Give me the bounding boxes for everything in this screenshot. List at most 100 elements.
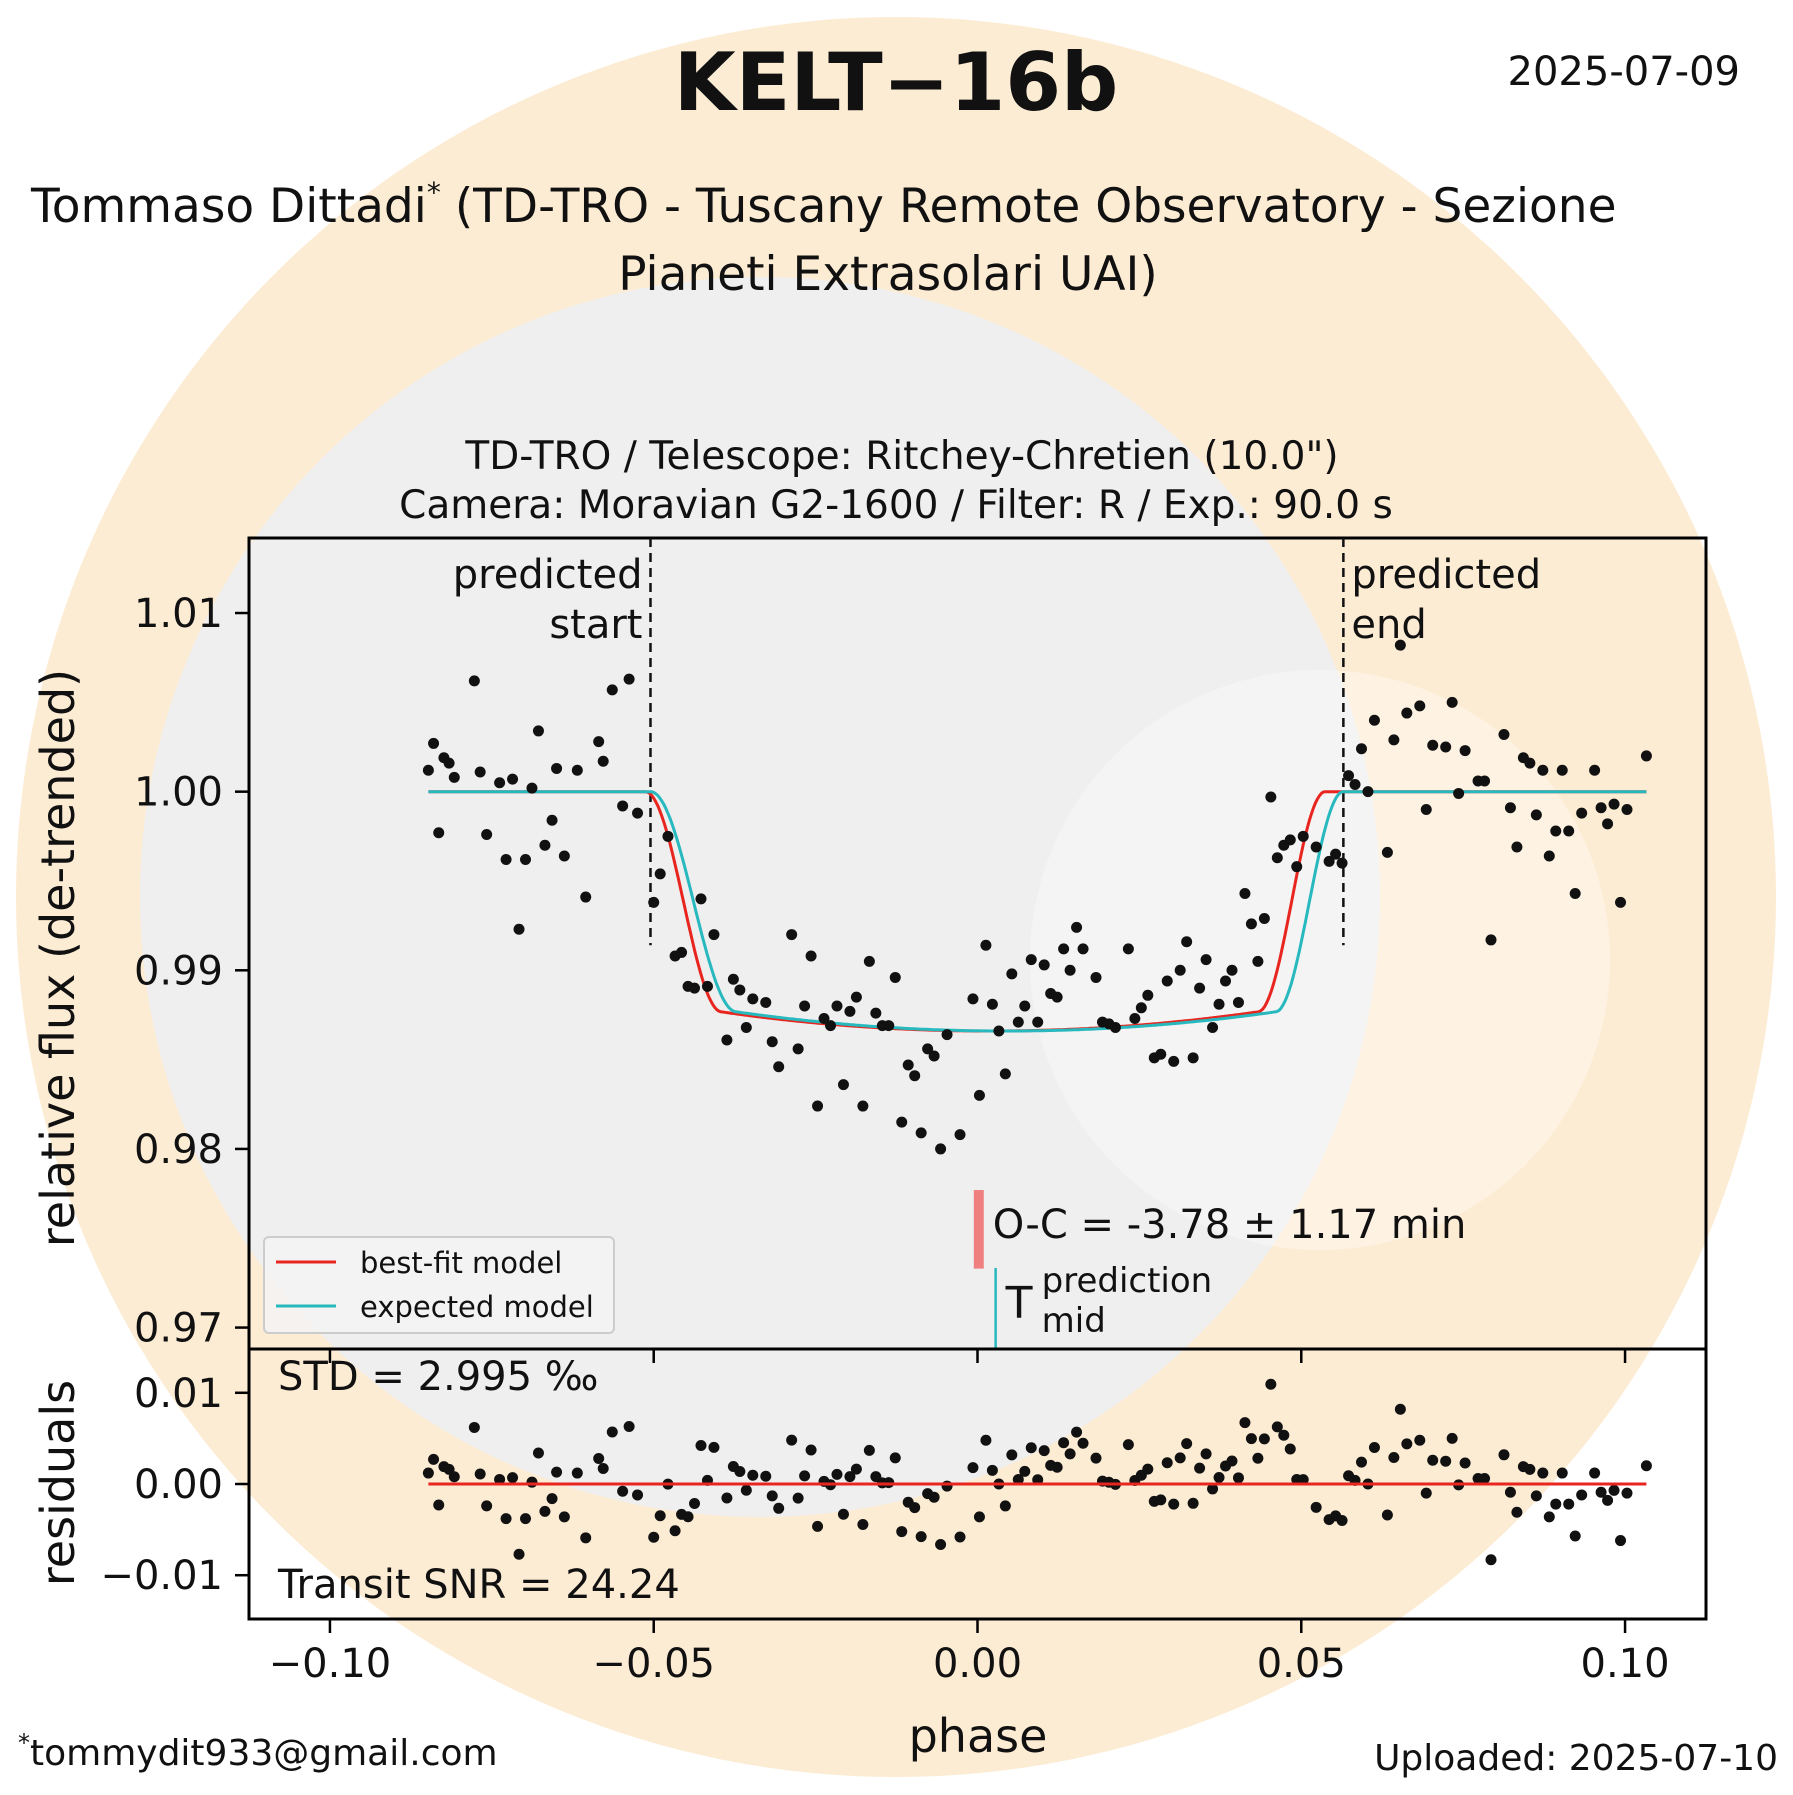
data-point: [597, 755, 609, 767]
data-point: [1239, 887, 1251, 899]
data-point: [1025, 954, 1037, 966]
residual-point: [1608, 1484, 1620, 1496]
data-point: [571, 764, 583, 776]
legend-entry-label: expected model: [360, 1290, 594, 1324]
data-point: [1200, 954, 1212, 966]
residual-point: [1394, 1403, 1406, 1415]
data-point: [786, 929, 798, 941]
data-point: [1064, 964, 1076, 976]
residual-point: [1168, 1498, 1180, 1510]
data-point: [1543, 850, 1555, 862]
residual-point: [1038, 1445, 1050, 1457]
residual-point: [532, 1447, 544, 1459]
data-point: [1446, 696, 1458, 708]
data-point: [676, 946, 688, 958]
residual-point: [1142, 1463, 1154, 1475]
residual-point: [1485, 1554, 1497, 1566]
residual-point: [973, 1511, 985, 1523]
std-label: STD = 2.995 ‰: [278, 1354, 598, 1400]
data-point: [747, 993, 759, 1005]
chart-title: KELT−16b: [674, 36, 1119, 129]
residual-point: [1245, 1433, 1257, 1445]
residual-point: [551, 1466, 563, 1478]
data-point: [1388, 734, 1400, 746]
residual-point: [632, 1489, 644, 1501]
residual-point: [539, 1505, 551, 1517]
observer-name: Tommaso Dittadi: [30, 179, 427, 234]
residual-point: [1576, 1489, 1588, 1501]
data-point: [1310, 841, 1322, 853]
residual-point: [915, 1531, 927, 1543]
residual-point: [1051, 1461, 1063, 1473]
x-tick-label: 0.00: [933, 1641, 1022, 1687]
data-point: [1401, 707, 1413, 719]
residual-point: [863, 1444, 875, 1456]
residual-point: [1181, 1438, 1193, 1450]
data-point: [818, 1013, 830, 1025]
data-point: [1330, 848, 1342, 860]
data-point: [805, 950, 817, 962]
data-point: [1006, 968, 1018, 980]
observer-line-1: Tommaso Dittadi* (TD-TRO - Tuscany Remote…: [30, 176, 1617, 234]
data-point: [689, 982, 701, 994]
data-point: [973, 1089, 985, 1101]
data-point: [831, 1000, 843, 1012]
data-point: [1524, 757, 1536, 769]
residual-point: [837, 1508, 849, 1520]
data-point: [1595, 802, 1607, 814]
residual-point: [1368, 1442, 1380, 1454]
residual-point: [1459, 1457, 1471, 1469]
residual-point: [740, 1484, 752, 1496]
data-point: [558, 850, 570, 862]
residual-point: [1504, 1486, 1516, 1498]
data-point: [1265, 791, 1277, 803]
predicted-end-label-2: end: [1351, 602, 1426, 648]
data-point: [1362, 786, 1374, 798]
residual-point: [850, 1463, 862, 1475]
data-point: [967, 993, 979, 1005]
data-point: [448, 771, 460, 783]
data-point: [1058, 943, 1070, 955]
residual-point: [1077, 1437, 1089, 1449]
data-point: [1427, 739, 1439, 751]
residual-point: [1498, 1449, 1510, 1461]
residual-point: [546, 1493, 558, 1505]
expected-model-line: [428, 790, 1647, 1033]
data-point: [1181, 936, 1193, 948]
residual-point: [1388, 1452, 1400, 1464]
data-point: [1323, 855, 1335, 867]
data-point: [980, 939, 992, 951]
data-point: [1174, 964, 1186, 976]
residual-point: [1356, 1456, 1368, 1468]
oc-marker-bar: [973, 1190, 984, 1269]
residual-point: [1530, 1490, 1542, 1502]
data-point: [1368, 714, 1380, 726]
residual-point: [812, 1520, 824, 1532]
data-point: [1207, 1021, 1219, 1033]
x-axis-label: phase: [909, 1709, 1048, 1763]
residual-point: [857, 1519, 869, 1531]
residual-point: [1401, 1438, 1413, 1450]
residual-point: [1310, 1501, 1322, 1513]
data-point: [701, 980, 713, 992]
residual-point: [1187, 1497, 1199, 1509]
residual-point: [1232, 1472, 1244, 1484]
residual-point: [1446, 1432, 1458, 1444]
residual-point: [623, 1421, 635, 1433]
data-point: [902, 1059, 914, 1071]
data-point: [1504, 802, 1516, 814]
data-point: [1271, 852, 1283, 864]
residual-point: [1640, 1460, 1652, 1472]
residual-point: [1025, 1442, 1037, 1454]
data-point: [1213, 998, 1225, 1010]
data-point: [662, 830, 674, 842]
predicted-end-label-1: predicted: [1351, 552, 1541, 598]
data-point: [1569, 887, 1581, 899]
residual-point: [1414, 1434, 1426, 1446]
data-point: [773, 1061, 785, 1073]
y-tick-label: 1.00: [134, 770, 223, 816]
residual-point: [734, 1466, 746, 1478]
residual-point: [1479, 1473, 1491, 1485]
residual-point: [1265, 1378, 1277, 1390]
